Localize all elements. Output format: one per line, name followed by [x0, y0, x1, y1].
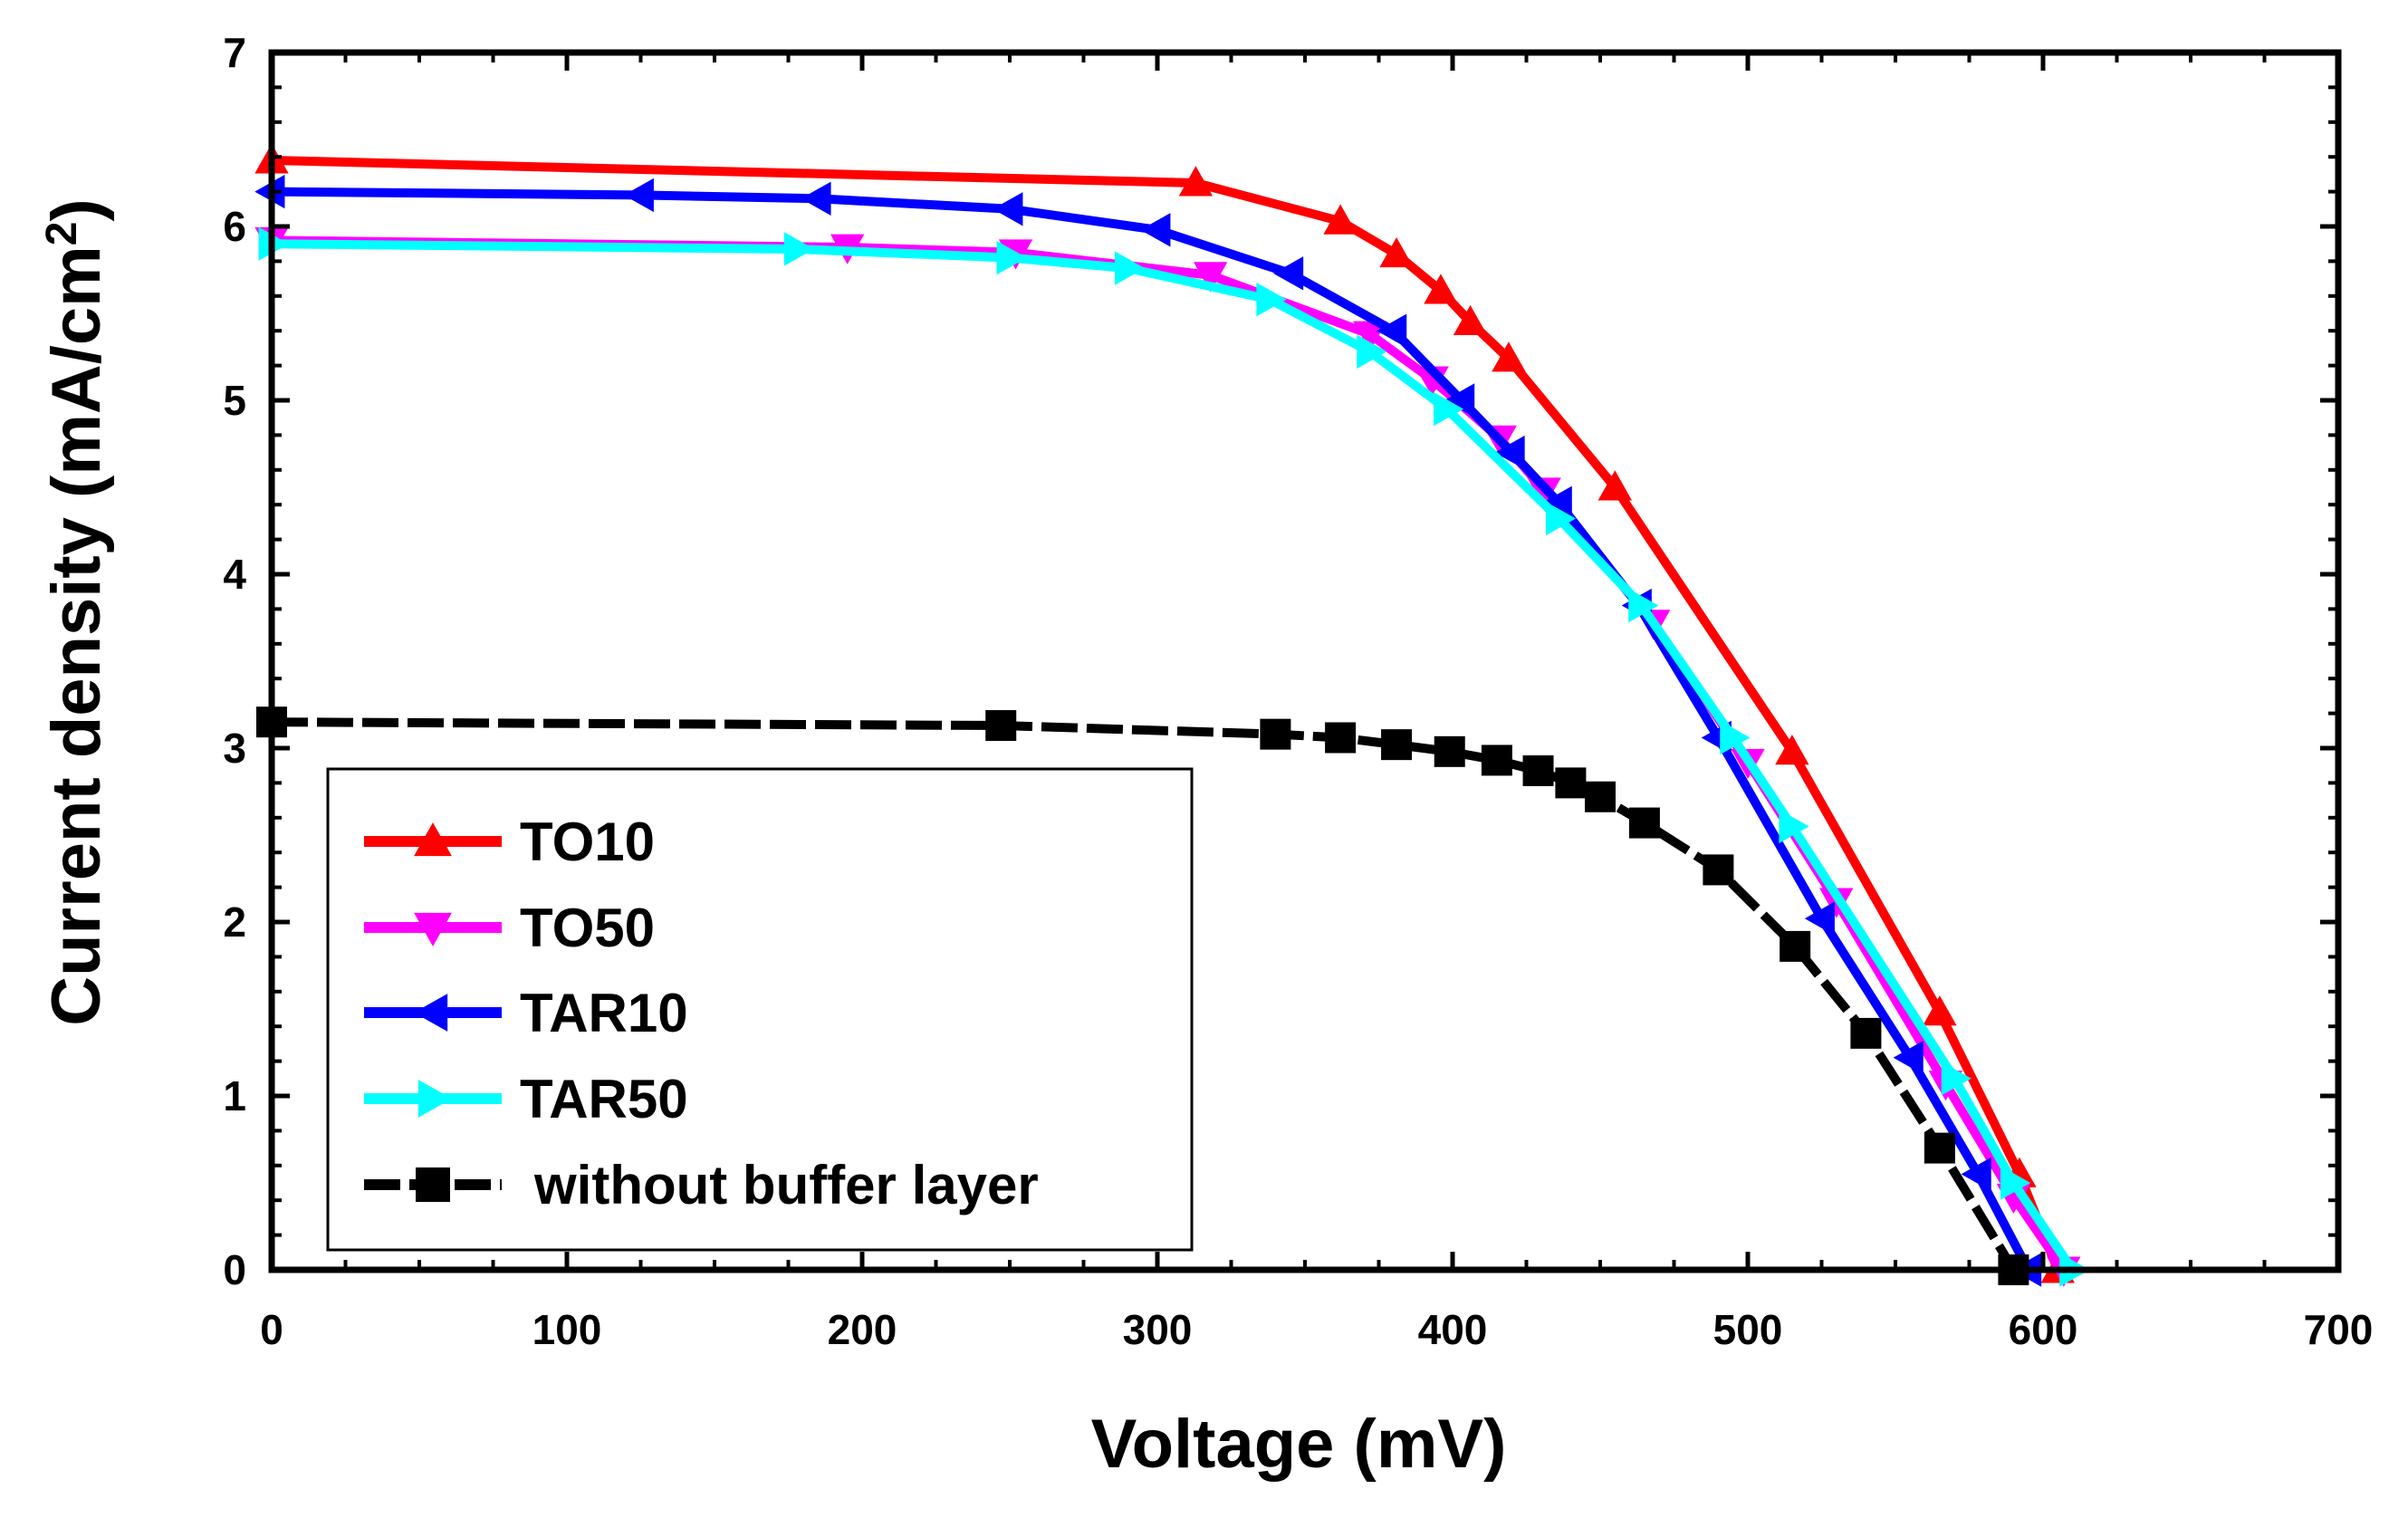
- data-point: [1114, 251, 1146, 285]
- data-point: [1353, 321, 1387, 351]
- legend-label: TO10: [520, 812, 655, 872]
- y-tick-label: 2: [223, 898, 246, 946]
- data-point: [1193, 262, 1228, 293]
- y-axis-title: Current density (mA/cm2): [38, 198, 115, 1026]
- data-point: [1260, 718, 1291, 750]
- y-tick-label: 5: [223, 377, 246, 424]
- x-axis-title: Voltage (mV): [1091, 1406, 1507, 1483]
- data-point: [1780, 930, 1811, 962]
- data-point: [1481, 745, 1512, 776]
- data-point: [1140, 213, 1171, 247]
- series-without-buffer-layer: [256, 706, 2029, 1285]
- data-point: [1804, 901, 1835, 936]
- data-point: [1434, 391, 1464, 427]
- x-tick-label: 700: [2304, 1306, 2374, 1353]
- legend-label: TAR10: [520, 983, 688, 1043]
- series-line: [271, 156, 2062, 1272]
- data-point: [801, 181, 831, 216]
- legend-entry-tar10: TAR10: [364, 983, 688, 1043]
- x-tick-label: 300: [1123, 1306, 1193, 1353]
- data-point: [1381, 729, 1413, 761]
- y-tick-label: 7: [223, 29, 246, 76]
- axes: 0 100 200 300 400 500 600 700 0 1 2 3 4 5 6 7: [223, 29, 2373, 1353]
- data-point: [1453, 304, 1488, 336]
- legend-entry-tar50: TAR50: [364, 1069, 688, 1129]
- data-point: [1720, 720, 1751, 755]
- legend-entry-to50: TO50: [364, 898, 655, 958]
- plot-area: [254, 143, 2090, 1287]
- data-point: [1545, 501, 1577, 536]
- legend-entry-without-buffer-layer: without buffer layer: [364, 1155, 1039, 1215]
- data-point: [1893, 1041, 1924, 1075]
- legend-marker: [414, 912, 452, 946]
- y-tick-label: 0: [223, 1246, 246, 1293]
- legend-label: without buffer layer: [533, 1155, 1039, 1215]
- x-tick-label: 100: [532, 1306, 602, 1353]
- y-tick-label: 6: [223, 203, 246, 250]
- data-point: [623, 178, 654, 213]
- legend-marker: [416, 1167, 450, 1202]
- legend-label: TAR50: [520, 1069, 688, 1129]
- data-point: [996, 240, 1027, 275]
- series-tar50: [258, 226, 2090, 1287]
- data-point: [783, 232, 814, 266]
- legend-marker: [414, 994, 448, 1032]
- data-point: [1424, 274, 1458, 304]
- y-tick-label: 3: [223, 725, 246, 772]
- series-line: [271, 239, 2077, 1273]
- data-point: [1541, 485, 1572, 520]
- legend-marker: [414, 822, 452, 857]
- x-tick-label: 200: [828, 1306, 897, 1353]
- data-point: [1628, 807, 1660, 839]
- data-point: [1555, 767, 1587, 799]
- data-point: [985, 710, 1017, 742]
- series-line: [271, 187, 2033, 1273]
- data-point: [1941, 1062, 1971, 1096]
- legend: TO10 TO50 TAR10 TAR50 without buffer layer: [326, 767, 1194, 1252]
- data-point: [1703, 854, 1734, 886]
- x-tick-label: 0: [260, 1306, 283, 1353]
- data-point: [1379, 237, 1414, 268]
- series-line: [271, 717, 2018, 1273]
- data-point: [1357, 334, 1387, 369]
- y-axis-title-close: ): [38, 198, 115, 221]
- data-point: [1273, 256, 1304, 291]
- x-tick-label: 600: [2009, 1306, 2078, 1353]
- data-point: [1325, 722, 1357, 754]
- y-tick-label: 4: [223, 551, 246, 598]
- data-point: [1492, 341, 1526, 372]
- legend-label: TO50: [520, 898, 655, 958]
- data-point: [1256, 282, 1287, 317]
- data-point: [1850, 1017, 1882, 1049]
- data-point: [1779, 809, 1809, 844]
- data-point: [1597, 470, 1632, 501]
- data-point: [1377, 313, 1407, 348]
- data-point: [1444, 383, 1475, 418]
- legend-marker: [417, 1080, 452, 1118]
- data-point: [1434, 735, 1465, 767]
- data-point: [1924, 1132, 1955, 1164]
- x-tick-label: 400: [1418, 1306, 1488, 1353]
- y-axis-title-superscript: 2: [38, 222, 86, 246]
- data-point: [1961, 1157, 1991, 1192]
- data-point: [1522, 754, 1554, 786]
- data-point: [993, 192, 1023, 226]
- x-tick-label: 500: [1713, 1306, 1783, 1353]
- data-point: [2000, 1166, 2031, 1200]
- data-point: [1178, 166, 1214, 197]
- data-point: [1628, 588, 1659, 623]
- y-axis-title-main: Current density (mA/cm: [38, 245, 115, 1026]
- y-tick-label: 1: [223, 1072, 246, 1119]
- data-point: [1585, 781, 1616, 812]
- data-point: [1494, 435, 1525, 470]
- legend-entry-to10: TO10: [364, 812, 655, 872]
- data-point: [1923, 995, 1957, 1026]
- data-point: [1775, 735, 1809, 765]
- data-point: [1323, 204, 1357, 235]
